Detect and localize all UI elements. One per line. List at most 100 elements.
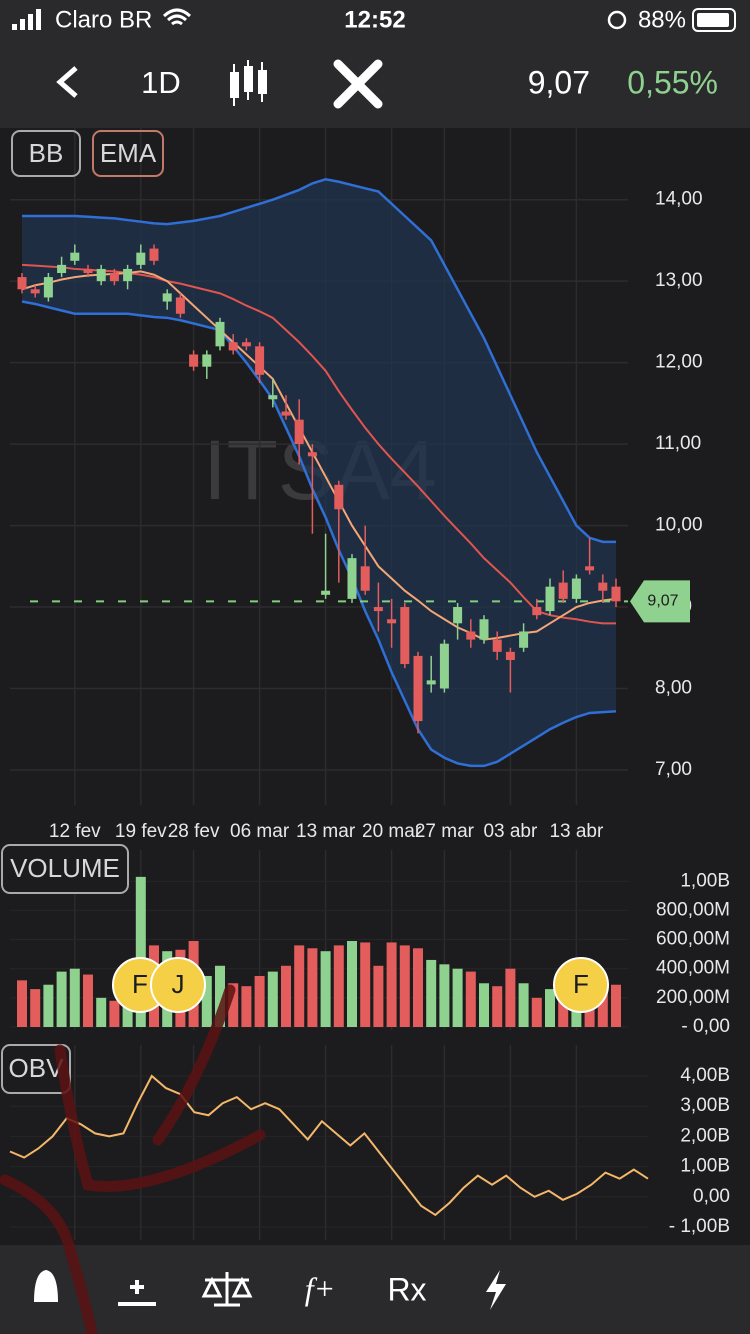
ema-line: [21, 270, 617, 641]
function-button[interactable]: f+: [305, 1270, 335, 1306]
y-tick-label: 11,00: [655, 433, 701, 454]
y-tick-label: 1,00B: [680, 1156, 730, 1177]
candle-body: [611, 586, 621, 602]
candle-body: [532, 607, 542, 616]
candle-body: [255, 346, 265, 375]
ema-line: [21, 263, 616, 625]
chart-type-button[interactable]: [230, 60, 267, 106]
volume-bar: [320, 951, 331, 1027]
candle-body: [598, 582, 608, 591]
last-price: 9,07: [528, 64, 590, 100]
signal: [20, 19, 25, 30]
candle-body: [387, 619, 397, 624]
candle-body: [202, 354, 212, 367]
volume-bar: [465, 971, 476, 1027]
volume-bar: [386, 942, 397, 1027]
y-tick-label: - 1,00B: [669, 1216, 730, 1237]
x-tick-label: 20 mar: [362, 821, 422, 842]
volume-bar: [439, 964, 450, 1027]
volume-bar: [545, 989, 555, 1027]
battery-icon: [692, 8, 736, 32]
volume-bar: [135, 876, 146, 1027]
indicator-label[interactable]: BB: [29, 138, 64, 168]
period-button[interactable]: 1D: [141, 65, 181, 100]
volume-bar: [294, 945, 305, 1027]
indicator-button[interactable]: [1, 844, 129, 894]
volume-bar: [558, 990, 569, 1027]
event-label: F: [573, 969, 589, 999]
signal: [12, 24, 17, 30]
obv-line: [9, 1074, 649, 1217]
tools-button[interactable]: [333, 59, 383, 109]
candle-body: [30, 289, 40, 294]
indicator-button[interactable]: [11, 130, 81, 177]
candle-body: [17, 277, 27, 290]
x-tick-label: 28 fev: [168, 821, 220, 842]
y-tick-label: 13,00: [655, 270, 703, 291]
indicator-button[interactable]: [1, 1044, 71, 1094]
signal: [28, 14, 33, 30]
x-tick-label: 03 abr: [483, 821, 538, 842]
candle-body: [96, 268, 106, 282]
compare-button[interactable]: [201, 1272, 253, 1307]
drawing-button[interactable]: [118, 1280, 156, 1306]
indicator-label[interactable]: EMA: [100, 138, 157, 168]
rx-button[interactable]: Rx: [387, 1271, 426, 1307]
signal: [36, 9, 41, 30]
candle-body: [123, 268, 133, 282]
battery-percent: 88%: [638, 6, 686, 33]
y-tick-label: 400,00M: [656, 958, 730, 979]
y-tick-label: 3,00B: [680, 1095, 730, 1116]
candle-body: [70, 252, 80, 261]
candle-body: [439, 643, 449, 689]
candle-body: [321, 590, 331, 595]
volume-bar: [215, 965, 225, 1027]
y-tick-label: 2,00B: [680, 1125, 730, 1146]
candle-body: [373, 607, 383, 612]
candle-body: [505, 651, 515, 660]
volume-bar: [399, 945, 410, 1027]
volume-bar: [452, 968, 463, 1027]
volume-bar: [122, 1005, 133, 1027]
toolbar: [0, 1245, 750, 1334]
candle-body: [57, 264, 67, 274]
y-tick-label: 4,00B: [680, 1065, 730, 1086]
volume-bar: [254, 975, 265, 1027]
volume-bar: [413, 948, 423, 1027]
event-label: J: [172, 969, 185, 999]
candle-body: [149, 248, 159, 261]
candle-body: [228, 342, 238, 351]
y-tick-label: 1,00B: [680, 870, 730, 891]
clock: 12:52: [344, 6, 405, 33]
candle-body: [571, 578, 581, 599]
indicator-label[interactable]: VOLUME: [10, 853, 120, 883]
price-change: 0,55%: [627, 64, 718, 100]
flash-button[interactable]: [486, 1270, 506, 1310]
candle-body: [453, 607, 463, 624]
volume-bar: [531, 997, 542, 1027]
volume-bar: [347, 941, 357, 1027]
candle-body: [189, 354, 199, 367]
last-price-tag: [630, 580, 690, 623]
event-label: F: [132, 969, 148, 999]
candle-body: [347, 558, 357, 599]
indicator-label[interactable]: OBV: [9, 1053, 65, 1083]
status-bar: Claro BR 12:52 88%: [12, 6, 736, 33]
volume-bar: [17, 980, 27, 1027]
volume-bar: [228, 983, 239, 1027]
band-fill: [22, 179, 616, 766]
icon-part: [233, 60, 263, 106]
candle-body: [268, 395, 278, 400]
candle-body: [241, 342, 251, 347]
candle-body: [400, 607, 410, 665]
candle-body: [558, 582, 568, 599]
indicator-button[interactable]: [92, 130, 164, 177]
y-tick-label: - 0,00: [681, 1016, 730, 1037]
scribble: [54, 1044, 266, 1192]
alert-button[interactable]: [34, 1270, 58, 1302]
y-tick-label: 10,00: [655, 515, 703, 536]
last-price-label: 9,07: [647, 593, 678, 610]
back-button[interactable]: [56, 66, 78, 98]
scribble: [0, 1174, 98, 1334]
